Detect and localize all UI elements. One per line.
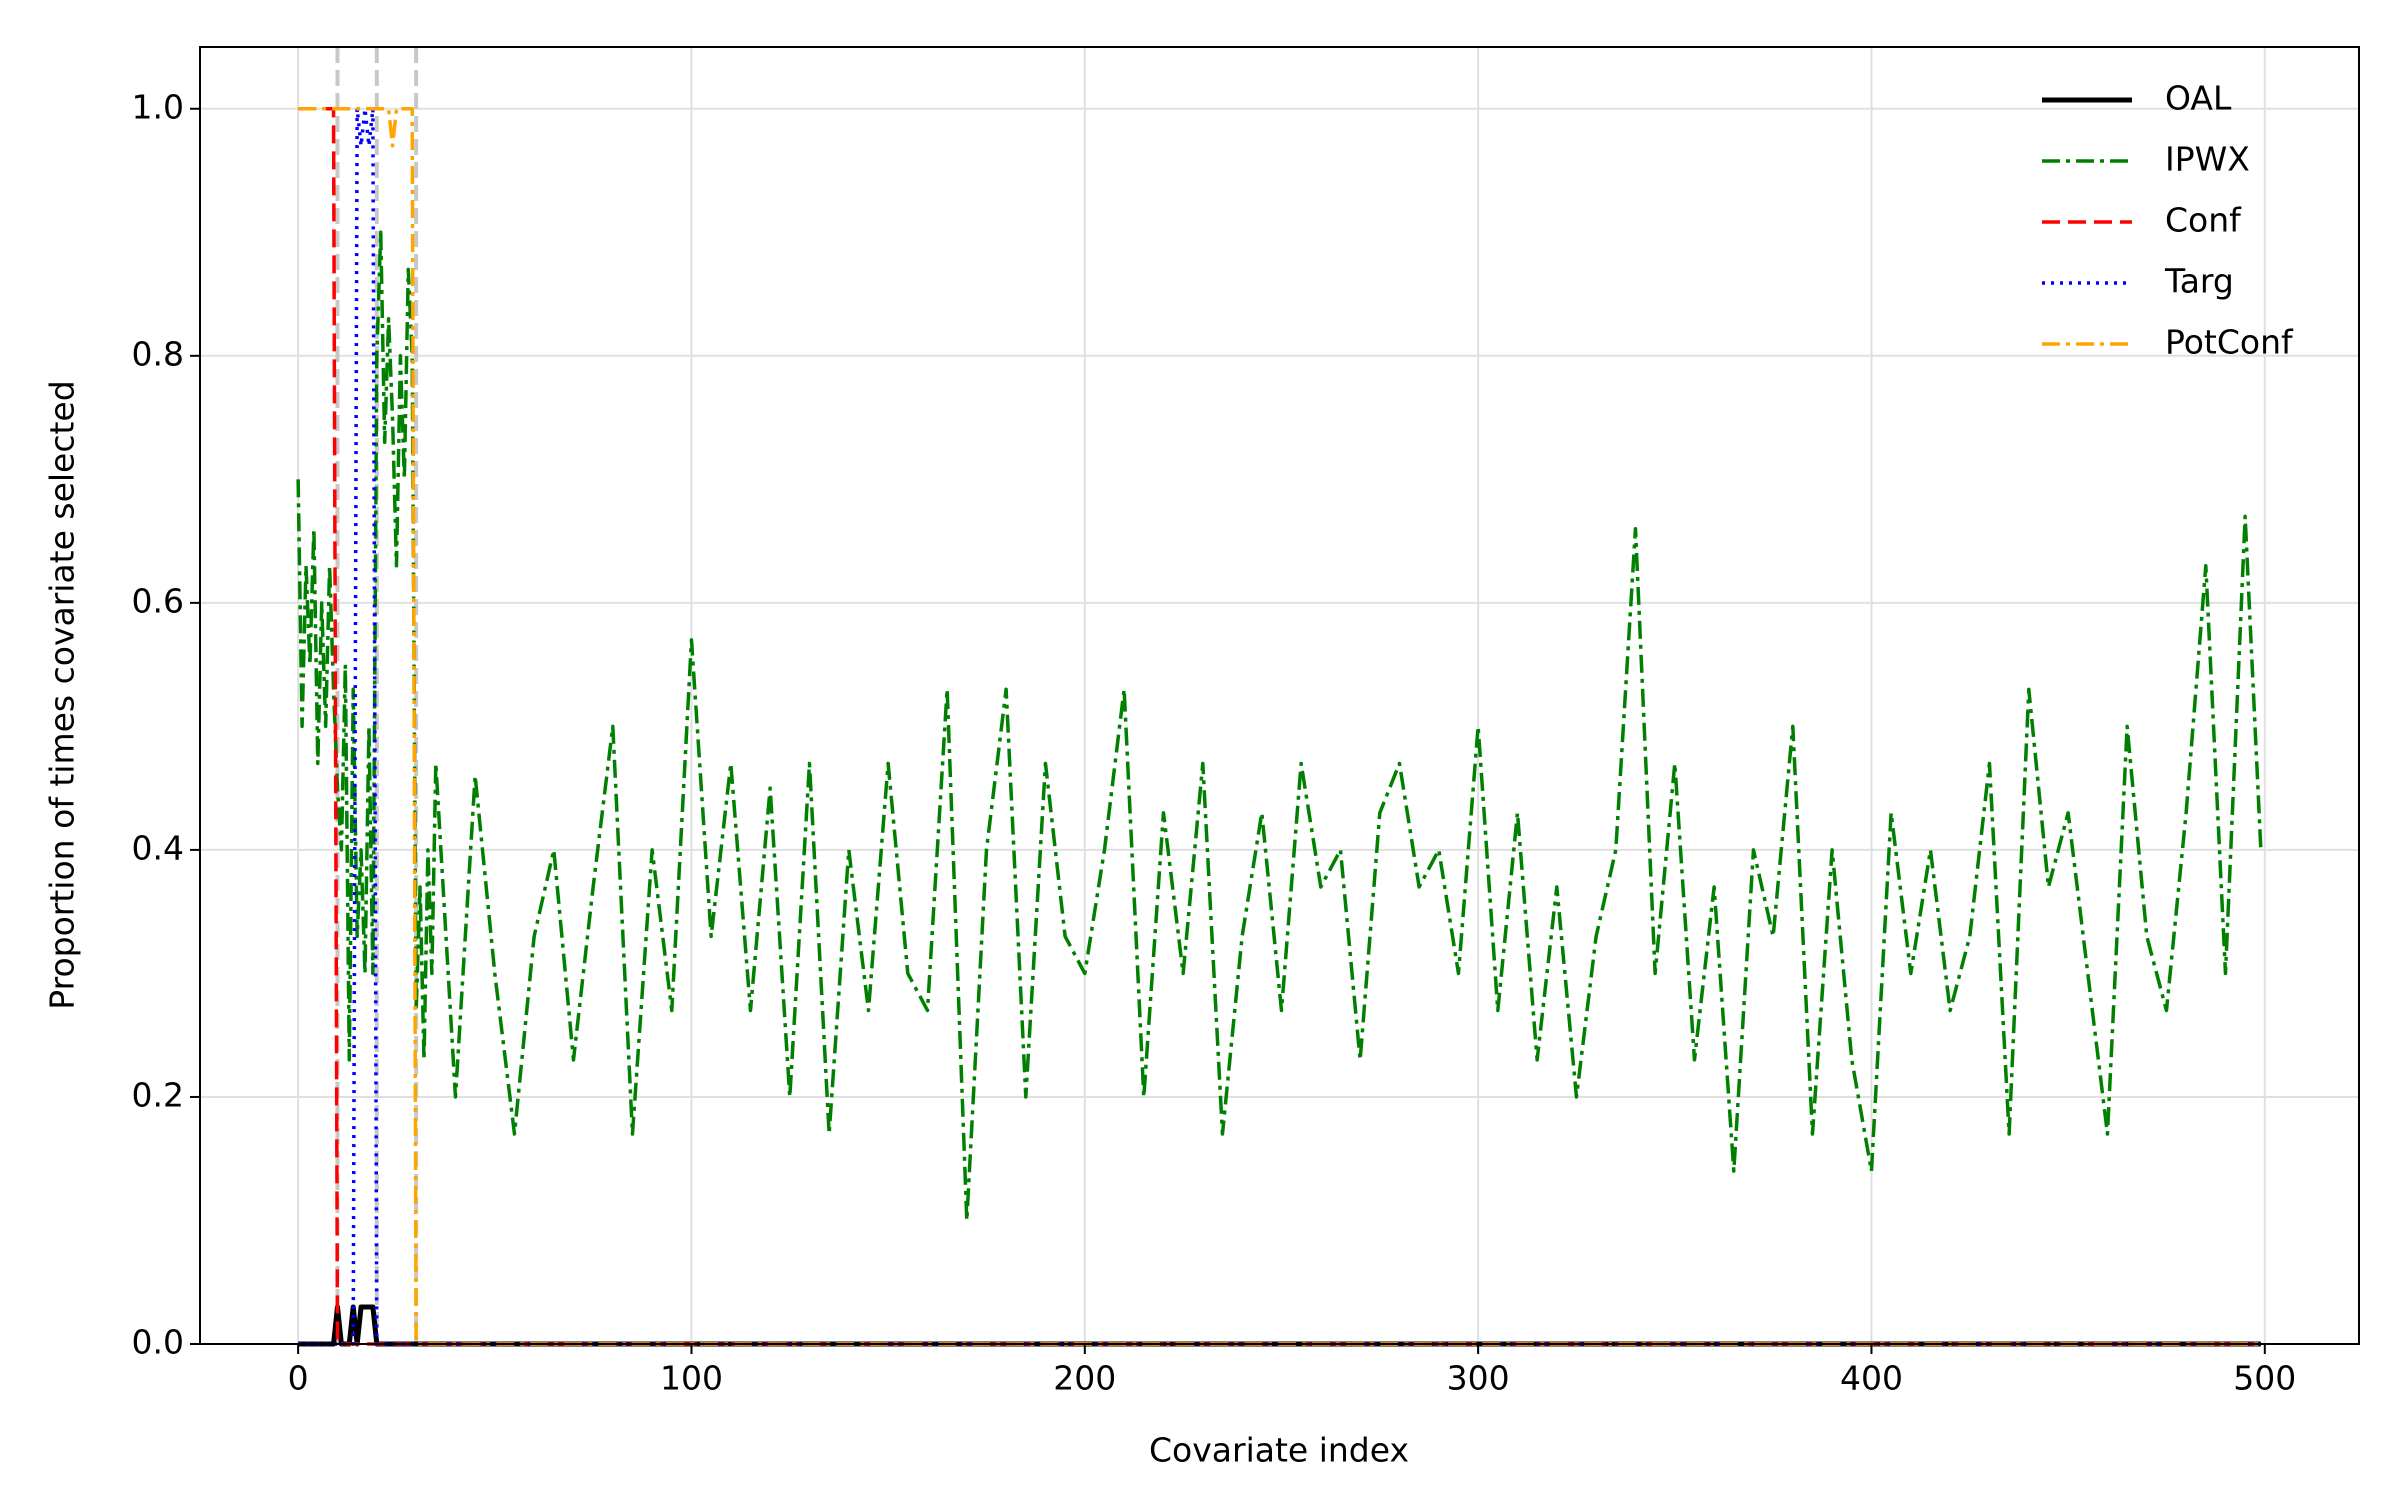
legend-label: PotConf <box>2165 323 2294 362</box>
x-tick-label: 100 <box>660 1359 723 1398</box>
y-tick-label: 0.0 <box>132 1323 184 1362</box>
y-axis-label: Proportion of times covariate selected <box>43 380 82 1009</box>
legend-label: IPWX <box>2165 140 2250 179</box>
y-tick-label: 0.8 <box>132 334 184 373</box>
legend-label: Targ <box>2164 262 2234 301</box>
x-tick-label: 400 <box>1840 1359 1903 1398</box>
legend-label: Conf <box>2165 201 2242 240</box>
series-line <box>296 230 2263 1223</box>
axes-frame <box>199 46 2360 1345</box>
y-tick-label: 0.2 <box>132 1075 184 1114</box>
legend: OAL IPWX Conf Targ PotConf <box>2042 79 2294 362</box>
y-tick-label: 0.4 <box>132 828 184 867</box>
legend-label: OAL <box>2165 79 2232 118</box>
ticks: 0 100 200 300 400 500 0.0 0.2 0.4 0.6 0.8 1.0 <box>132 87 2297 1397</box>
x-tick-label: 500 <box>2233 1359 2296 1398</box>
x-tick-label: 200 <box>1053 1359 1116 1398</box>
x-axis-label: Covariate index <box>1149 1431 1409 1470</box>
y-tick-label: 1.0 <box>132 87 184 126</box>
y-tick-label: 0.6 <box>132 581 184 620</box>
grid <box>200 47 2359 1345</box>
series-line <box>298 107 2261 1346</box>
x-tick-label: 0 <box>288 1359 309 1398</box>
x-tick-label: 300 <box>1447 1359 1510 1398</box>
